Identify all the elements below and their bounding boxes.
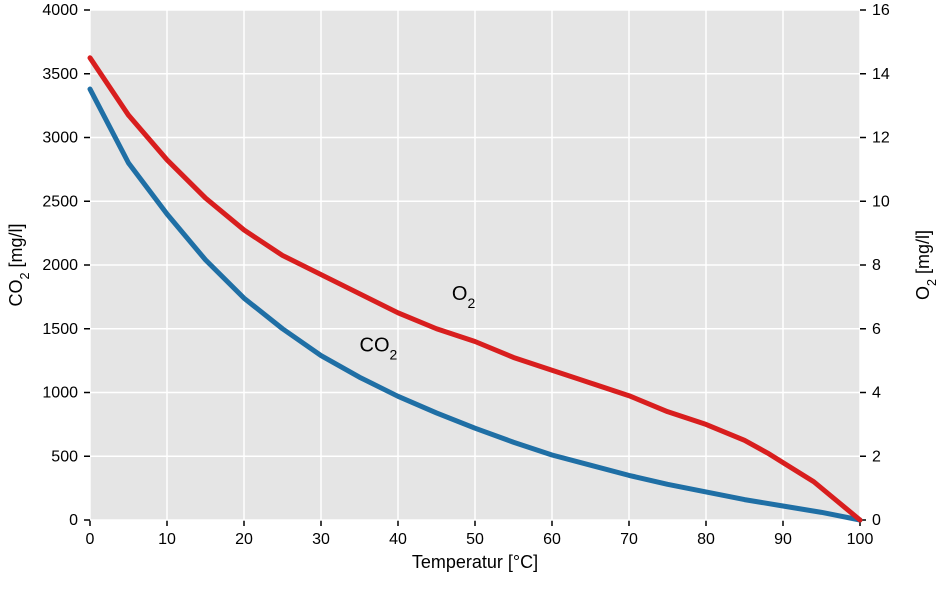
y-left-tick-label: 1500 bbox=[42, 321, 78, 338]
y-right-tick-label: 0 bbox=[872, 512, 881, 529]
x-axis-title: Temperatur [°C] bbox=[412, 552, 538, 572]
y-left-tick-label: 2500 bbox=[42, 193, 78, 210]
y-right-tick-label: 14 bbox=[872, 66, 890, 83]
y-right-tick-label: 4 bbox=[872, 385, 881, 402]
x-tick-label: 0 bbox=[86, 531, 95, 548]
y-left-tick-label: 1000 bbox=[42, 385, 78, 402]
x-tick-label: 100 bbox=[847, 531, 874, 548]
x-tick-label: 20 bbox=[235, 531, 253, 548]
y-left-tick-label: 500 bbox=[51, 448, 78, 465]
y-left-tick-label: 4000 bbox=[42, 2, 78, 19]
x-tick-label: 30 bbox=[312, 531, 330, 548]
y-left-tick-label: 3500 bbox=[42, 66, 78, 83]
x-tick-label: 50 bbox=[466, 531, 484, 548]
solubility-chart: 0102030405060708090100050010001500200025… bbox=[0, 0, 943, 590]
x-tick-label: 70 bbox=[620, 531, 638, 548]
x-tick-label: 60 bbox=[543, 531, 561, 548]
y-left-tick-label: 2000 bbox=[42, 257, 78, 274]
x-tick-label: 80 bbox=[697, 531, 715, 548]
y-right-tick-label: 16 bbox=[872, 2, 890, 19]
x-tick-label: 40 bbox=[389, 531, 407, 548]
chart-svg: 0102030405060708090100050010001500200025… bbox=[0, 0, 943, 590]
x-tick-label: 10 bbox=[158, 531, 176, 548]
y-right-tick-label: 2 bbox=[872, 448, 881, 465]
y-left-tick-label: 3000 bbox=[42, 130, 78, 147]
x-tick-label: 90 bbox=[774, 531, 792, 548]
y-right-tick-label: 6 bbox=[872, 321, 881, 338]
y-right-tick-label: 10 bbox=[872, 193, 890, 210]
y-right-tick-label: 12 bbox=[872, 130, 890, 147]
y-left-tick-label: 0 bbox=[69, 512, 78, 529]
y-right-tick-label: 8 bbox=[872, 257, 881, 274]
